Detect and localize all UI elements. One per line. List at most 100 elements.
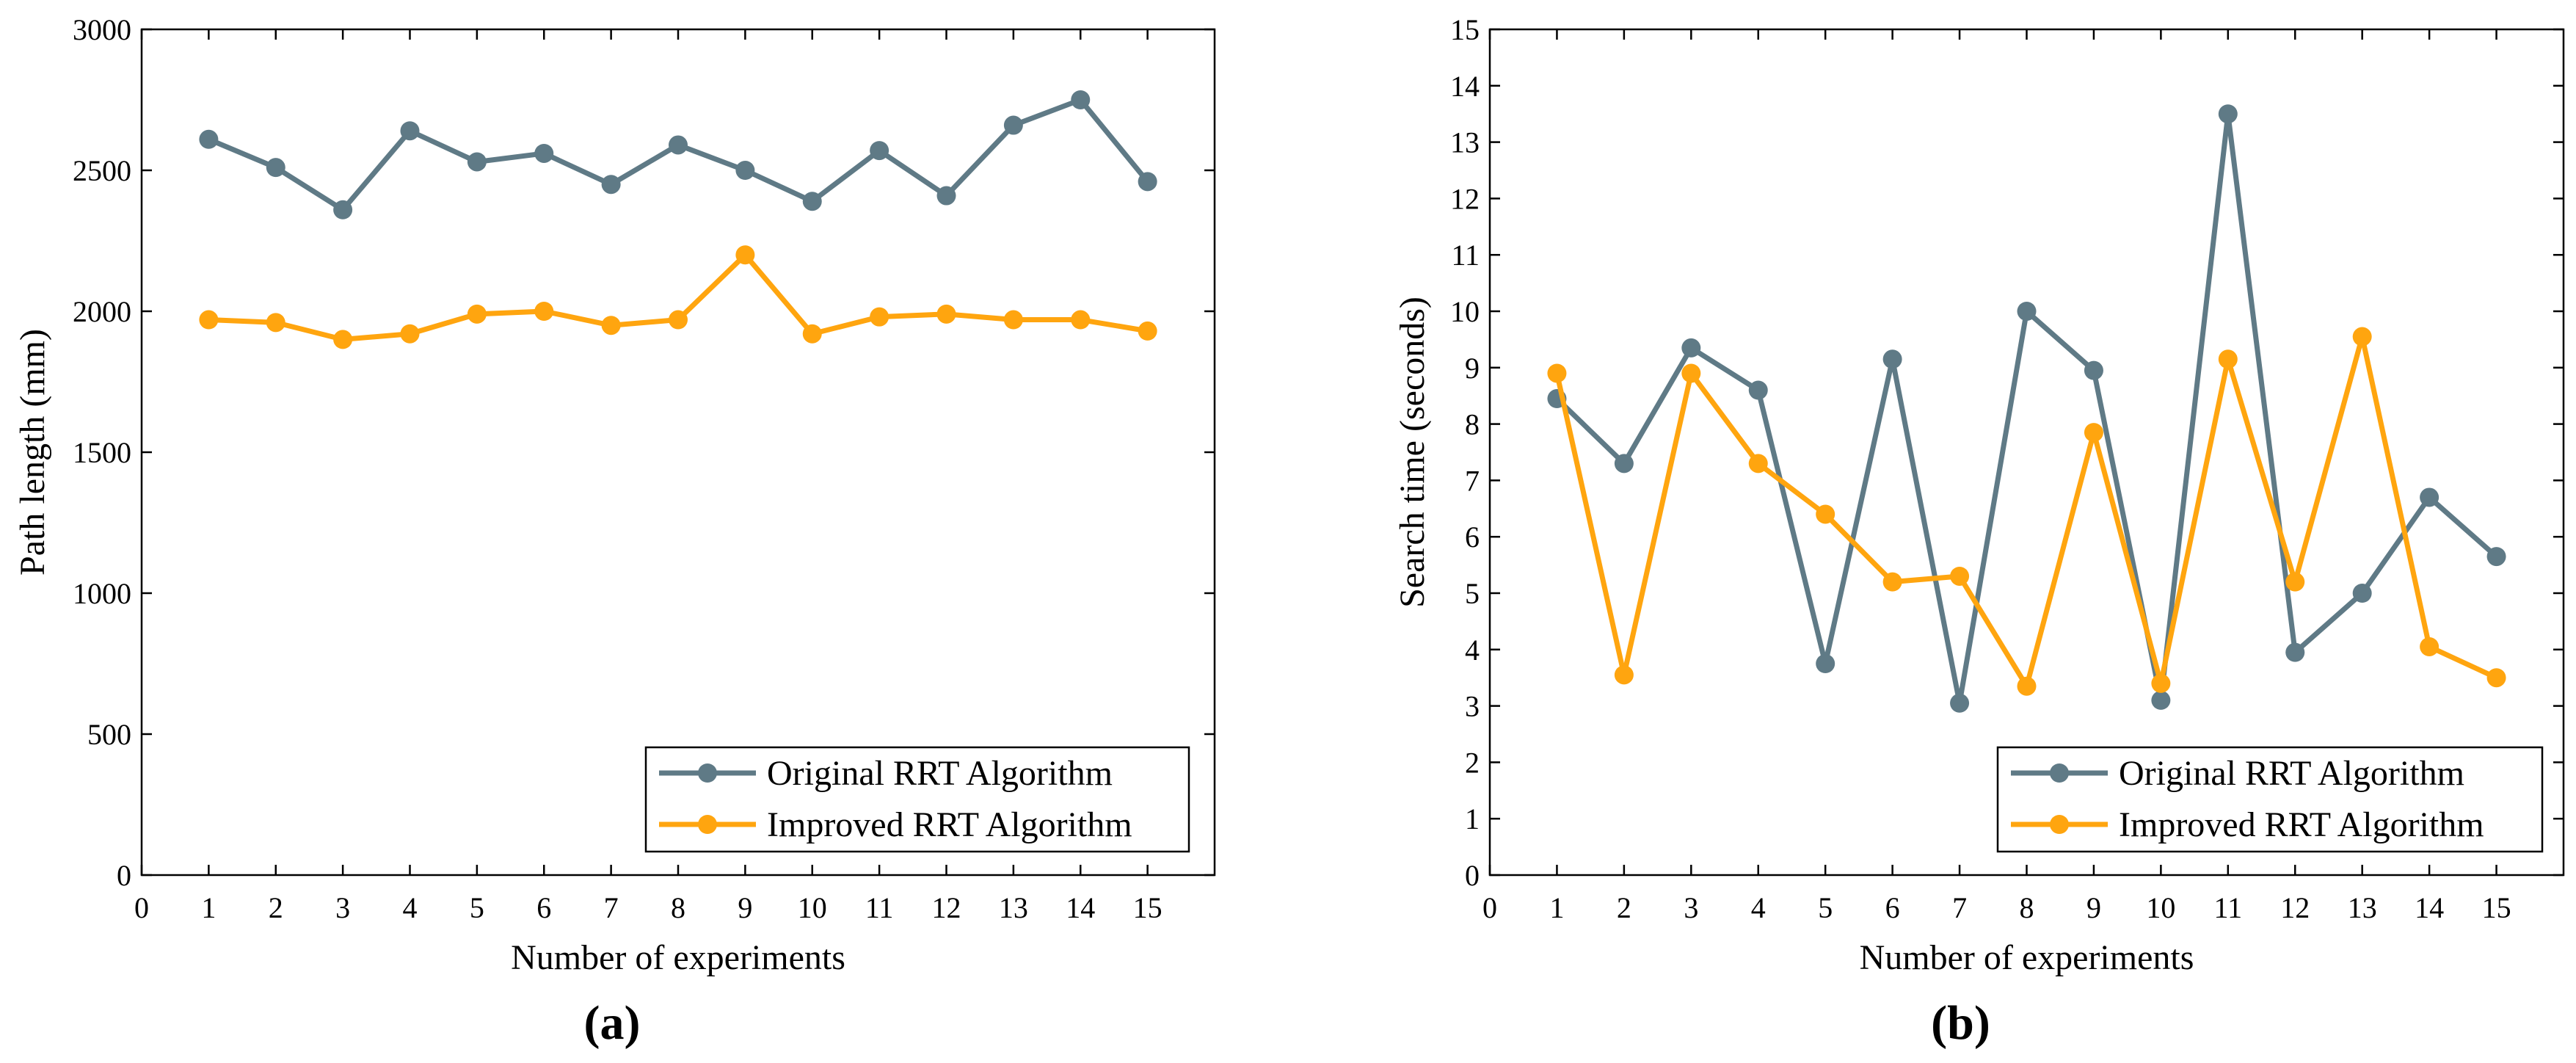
- chart-b-xtick-label: 0: [1482, 891, 1497, 924]
- chart-b-ytick-label: 15: [1450, 13, 1480, 46]
- chart-a-series-1-point: [936, 186, 956, 206]
- chart-b-series-1-point: [2420, 487, 2439, 507]
- chart-a-series-1-point: [669, 135, 688, 155]
- chart-b-ytick-label: 8: [1465, 408, 1480, 441]
- chart-a-series-2-point: [870, 307, 889, 327]
- chart-a-series-2-point: [400, 324, 420, 344]
- chart-b-ytick-label: 2: [1465, 746, 1480, 779]
- chart-a-series-1-point: [1003, 115, 1023, 135]
- chart-b-panel-label: (b): [1931, 996, 1990, 1050]
- chart-b-series-1-point: [2285, 642, 2305, 662]
- chart-b-ytick-label: 14: [1450, 70, 1480, 103]
- chart-b-series-1-line: [1554, 111, 2500, 706]
- chart-b-xtick-label: 11: [2214, 891, 2243, 924]
- chart-b-series-1-point: [1614, 454, 1634, 474]
- chart-a-series-1-line: [205, 97, 1151, 213]
- chart-a-series-2-point: [199, 310, 219, 330]
- chart-a-xtick-label: 15: [1133, 891, 1163, 924]
- chart-b-series-2-point: [1748, 454, 1768, 474]
- chart-a-xtick-label: 10: [798, 891, 827, 924]
- chart-b-ytick-label: 10: [1450, 295, 1480, 328]
- chart-a-series-1-point: [534, 143, 554, 163]
- chart-a-legend-marker-2: [698, 815, 717, 834]
- chart-b-xtick-label: 5: [1818, 891, 1833, 924]
- chart-a-series-1-point: [1071, 90, 1091, 109]
- chart-b-series-1-point: [1681, 338, 1701, 358]
- chart-a-xtick-label: 0: [134, 891, 149, 924]
- chart-a-series-1-point: [1138, 172, 1157, 192]
- chart-b-series-1-point: [2084, 360, 2103, 380]
- chart-a-series-2-point: [333, 330, 353, 349]
- chart-b-series-2-point: [2084, 423, 2103, 443]
- chart-b-xtick-label: 8: [2020, 891, 2034, 924]
- chart-a-panel-label: (a): [584, 996, 641, 1050]
- chart-b-series-2-point: [2218, 349, 2238, 369]
- chart-b-legend-label-2: Improved RRT Algorithm: [2119, 805, 2484, 844]
- chart-b-xtick-label: 6: [1885, 891, 1900, 924]
- chart-a-series-2-point: [467, 304, 487, 324]
- chart-b-xtick-label: 3: [1684, 891, 1698, 924]
- chart-a-xtick-label: 2: [269, 891, 283, 924]
- chart-b-ytick-label: 3: [1465, 690, 1480, 723]
- chart-b-series-1-point: [1882, 349, 1902, 369]
- chart-a-legend-label-1: Original RRT Algorithm: [767, 754, 1113, 793]
- chart-b-ytick-label: 0: [1465, 859, 1480, 892]
- chart-a-series-2-point: [735, 245, 755, 265]
- chart-a-xtick-label: 4: [403, 891, 418, 924]
- chart-a-series-1-point: [199, 129, 219, 149]
- chart-a-legend-box: [644, 746, 1190, 853]
- chart-a-series-2-point: [534, 302, 554, 321]
- chart-b-ytick-label: 5: [1465, 577, 1480, 610]
- chart-b-xtick-label: 15: [2482, 891, 2511, 924]
- chart-b-series-1-point: [1748, 380, 1768, 400]
- chart-a-xtick-label: 7: [604, 891, 619, 924]
- chart-a-xlabel: Number of experiments: [511, 938, 845, 977]
- chart-b-series-2-point: [2486, 668, 2506, 688]
- chart-b-series-2-point: [1547, 363, 1567, 383]
- chart-b-series-1-point: [2218, 104, 2238, 124]
- chart-a-series-2-point: [601, 316, 621, 335]
- chart-b-ytick-label: 13: [1450, 126, 1480, 159]
- chart-b-xtick-label: 14: [2415, 891, 2444, 924]
- chart-a-xtick-label: 9: [738, 891, 752, 924]
- chart-a-series-2-point: [266, 313, 285, 333]
- chart-a-xtick-label: 1: [201, 891, 216, 924]
- chart-a-xtick-label: 8: [671, 891, 685, 924]
- chart-b-xtick-label: 13: [2348, 891, 2377, 924]
- chart-a-legend-label-2: Improved RRT Algorithm: [767, 805, 1132, 844]
- chart-a-xtick-label: 13: [999, 891, 1028, 924]
- chart-b-ylabel: Search time (seconds): [1393, 297, 1432, 608]
- chart-a-xtick-label: 14: [1066, 891, 1095, 924]
- chart-a-series-2-point: [936, 304, 956, 324]
- chart-b-series-1-point: [2017, 302, 2037, 321]
- chart-b-ytick-label: 12: [1450, 182, 1480, 215]
- chart-b-legend-box: [1996, 746, 2544, 853]
- chart-a-xtick-label: 12: [932, 891, 961, 924]
- chart-b-search-time: Search time (seconds) Number of experime…: [1393, 13, 2565, 1050]
- chart-b-legend-label-1: Original RRT Algorithm: [2119, 754, 2464, 793]
- chart-b-series-2-point: [1614, 665, 1634, 685]
- chart-a-ytick-label: 2000: [73, 295, 131, 328]
- chart-a-series-2-point: [669, 310, 688, 330]
- chart-b-series-2-point: [1882, 572, 1902, 592]
- chart-b-xtick-label: 7: [1952, 891, 1967, 924]
- chart-a-ytick-label: 1500: [73, 436, 131, 469]
- chart-a-series-2-point: [802, 324, 822, 344]
- chart-b-legend: Original RRT Algorithm Improved RRT Algor…: [1996, 746, 2544, 853]
- chart-b-ytick-label: 1: [1465, 802, 1480, 835]
- chart-b-series-2-point: [1681, 363, 1701, 383]
- chart-b-legend-marker-2: [2050, 815, 2069, 834]
- chart-a-ylabel: Path length (mm): [13, 329, 52, 576]
- chart-a-ytick-label: 2500: [73, 154, 131, 187]
- chart-a-series-1-point: [735, 161, 755, 180]
- chart-a-xtick-label: 3: [335, 891, 350, 924]
- chart-b-xtick-label: 1: [1549, 891, 1564, 924]
- chart-a-series-2-point: [1071, 310, 1091, 330]
- chart-a-xtick-label: 6: [536, 891, 551, 924]
- chart-b-series-1-point: [2486, 547, 2506, 567]
- chart-b-series-2-point: [1816, 504, 1835, 524]
- chart-a-series-1-point: [601, 175, 621, 195]
- chart-a-legend-marker-1: [698, 763, 717, 783]
- chart-b-xtick-label: 12: [2280, 891, 2310, 924]
